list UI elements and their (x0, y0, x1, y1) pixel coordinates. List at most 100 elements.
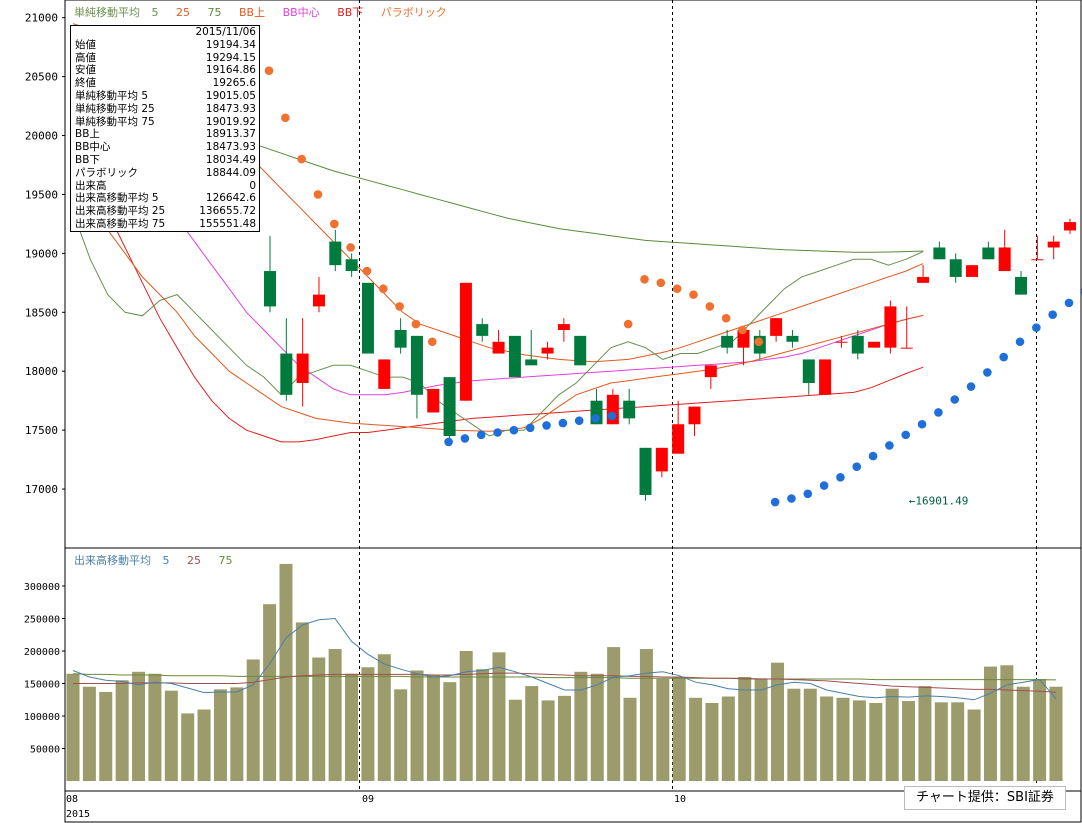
volume-bar (672, 677, 686, 781)
sar-dot (787, 494, 796, 503)
candle-body (623, 400, 636, 419)
candle-body (541, 347, 554, 354)
sar-dot (721, 313, 731, 323)
sar-dot (738, 325, 747, 335)
candle (410, 335, 423, 419)
candle-body (982, 247, 995, 260)
candle-body (1031, 259, 1044, 261)
volume-bar (1049, 686, 1063, 781)
candle-body (1047, 241, 1060, 248)
volume-bar (66, 673, 80, 781)
volume-bar (312, 657, 326, 781)
candle (361, 282, 374, 354)
sar-dot (427, 337, 437, 347)
candle (378, 359, 391, 389)
volume-bar (918, 686, 932, 781)
volume-bar (426, 675, 440, 781)
candle (819, 359, 832, 395)
sar-dot (411, 319, 421, 329)
volume-bar (656, 678, 670, 781)
volume-bar (230, 687, 244, 781)
volume-ma-period-25: 25 (187, 554, 201, 567)
volume-bar (590, 673, 604, 781)
candle (264, 235, 276, 313)
candle-body (966, 265, 979, 277)
volume-legend: 出来高移動平均 5 25 75 (74, 552, 247, 568)
candle-body (639, 447, 652, 495)
sma-period-5: 5 (151, 6, 159, 19)
volume-bar (132, 671, 146, 781)
sar-dot (281, 113, 290, 123)
candle-body (688, 406, 701, 425)
sar-dot (754, 337, 764, 347)
candle (1064, 218, 1076, 234)
candle-body (672, 424, 685, 454)
sar-dot (999, 352, 1008, 362)
volume-bar (885, 688, 899, 781)
volume-bar (902, 701, 916, 781)
candle-body (1015, 276, 1028, 295)
tooltip-row: 出来高移動平均 5 126642.6 (71, 192, 259, 205)
volume-bar (197, 709, 211, 781)
sar-dot (623, 319, 633, 329)
candle (868, 341, 881, 348)
sma-period-25: 25 (176, 6, 190, 19)
tooltip-row-value: 19164.86 (205, 64, 256, 77)
volume-bar (295, 622, 309, 781)
candle-body (476, 324, 489, 336)
volume-bar (99, 691, 113, 781)
volume-bar (852, 700, 866, 781)
candle-body (737, 329, 750, 348)
sar-dot (574, 416, 584, 426)
tooltip-row-label: 終値 (75, 77, 96, 90)
tooltip-row-value: 19294.15 (205, 51, 256, 64)
volume-tick-label: 250000 (24, 615, 60, 626)
candle (721, 329, 734, 354)
price-tick-label: 17000 (25, 483, 58, 496)
candle (1031, 235, 1044, 261)
volume-bar (967, 709, 981, 781)
candle-body (329, 241, 342, 266)
sar-dot (362, 266, 372, 276)
volume-bars (66, 563, 1063, 781)
volume-bar (1016, 686, 1030, 781)
candle (966, 265, 979, 277)
tooltip-row: 終値 19265.6 (71, 77, 259, 90)
volume-bar (345, 673, 359, 781)
candle-body (704, 365, 717, 378)
data-tooltip: 2015/11/06 始値 19194.34 高値 19294.15 安値 19164.8… (70, 25, 260, 232)
price-tick-label: 17500 (25, 424, 58, 437)
volume-bar (525, 686, 539, 781)
tooltip-row-value: 126642.6 (205, 192, 256, 205)
sar-dot (852, 462, 862, 471)
x-axis-month-label: 10 (674, 794, 686, 805)
candle (476, 318, 489, 342)
x-axis-month-label: 08 (66, 794, 78, 805)
volume-axis: 50000 100000 150000 200000 250000 300000 (24, 582, 65, 756)
price-tick-label: 18500 (25, 306, 58, 319)
volume-ma75-line (72, 673, 1057, 681)
candle-body (900, 347, 913, 349)
volume-ma25-line (73, 672, 1057, 693)
sar-dot (770, 497, 780, 507)
volume-bar (394, 689, 408, 781)
tooltip-date: 2015/11/06 (195, 26, 256, 38)
candle-body (280, 353, 293, 395)
sar-dot (460, 434, 470, 443)
candle-body (427, 388, 440, 413)
sar-dot (689, 290, 698, 299)
sar-dot (264, 66, 274, 76)
candle-body (345, 259, 358, 272)
tooltip-row-value: 18473.93 (205, 141, 256, 154)
min-price-annotation: ←16901.49 (909, 495, 969, 508)
candle-body (884, 306, 897, 348)
sar-dot (607, 411, 617, 421)
sar-dot (640, 275, 649, 284)
tooltip-row-label: 出来高移動平均 75 (75, 217, 166, 230)
sar-dot (885, 441, 894, 450)
sar-dot (509, 425, 519, 435)
volume-bar (738, 677, 752, 781)
candle (884, 300, 897, 354)
volume-bar (983, 666, 997, 781)
